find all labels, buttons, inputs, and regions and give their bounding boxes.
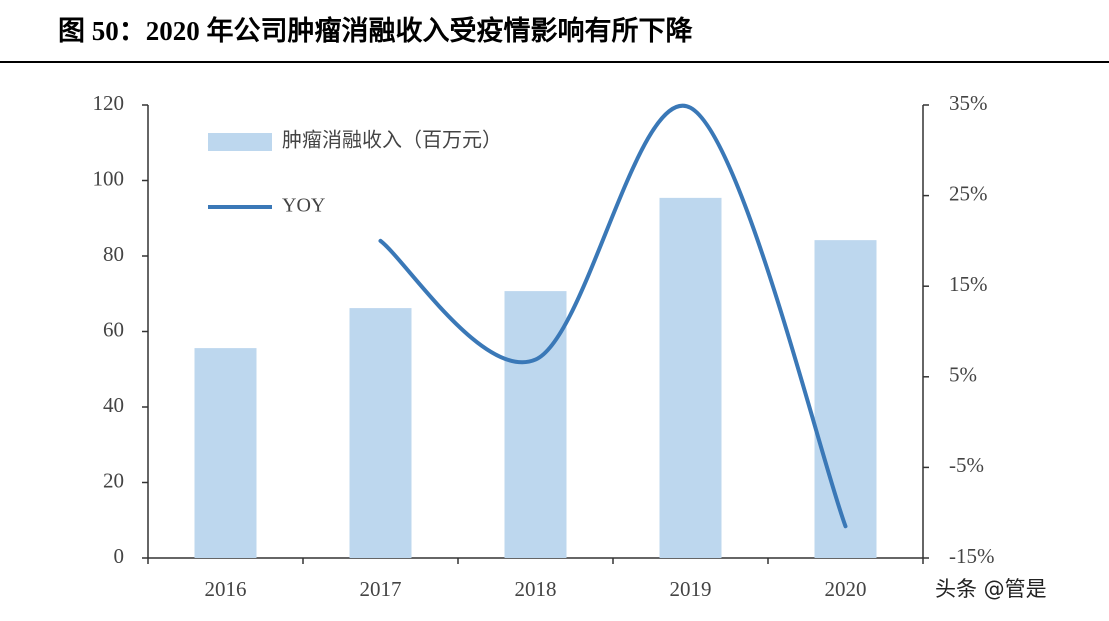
y-tick-label: 120 [93,91,125,115]
y2-tick-label: 5% [949,363,977,387]
y2-tick-label: 25% [949,181,988,205]
y2-tick-label: -5% [949,453,984,477]
x-tick-label: 2018 [515,577,557,601]
y-tick-label: 60 [103,317,124,341]
line [378,103,848,529]
watermark: 头条 @管是 [935,577,1047,601]
x-tick-label: 2019 [670,577,712,601]
bar [194,348,257,558]
legend-label: 肿瘤消融收入（百万元） [282,129,502,152]
y2-tick-label: 35% [949,91,988,115]
chart-title: 图 50：2020 年公司肿瘤消融收入受疫情影响有所下降 [58,15,693,46]
x-tick-label: 2020 [825,577,867,601]
bar [659,197,722,559]
y-tick-label: 20 [103,468,124,492]
bar [504,291,567,558]
x-tick-label: 2017 [360,577,402,601]
y-tick-label: 40 [103,393,124,417]
y2-tick-label: 15% [949,272,988,296]
y-tick-label: 100 [93,166,125,190]
bar [349,308,412,558]
legend-label: YOY [282,195,325,217]
bar [814,240,877,558]
y-tick-label: 80 [103,242,124,266]
x-tick-label: 2016 [205,577,247,601]
y2-tick-label: -15% [949,544,995,568]
legend-swatch [208,133,272,151]
y-tick-label: 0 [114,544,125,568]
